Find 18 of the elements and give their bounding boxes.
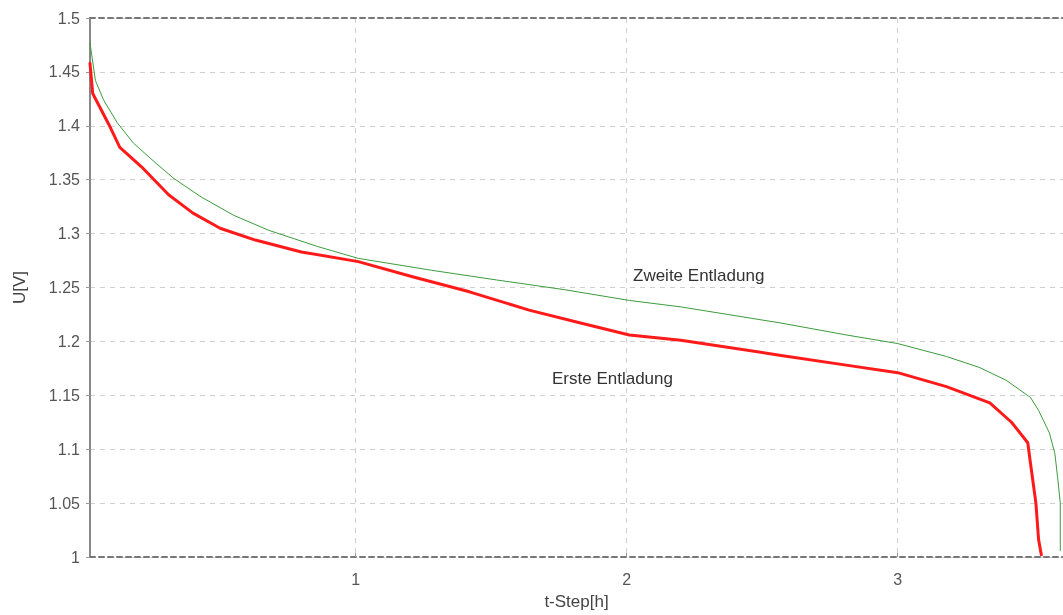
y-tick-label: 1.05 [48, 494, 81, 512]
y-tick-label: 1.1 [57, 440, 81, 458]
x-tick-label: 3 [893, 570, 903, 588]
series-label: Zweite Entladung [633, 265, 765, 285]
x-tick-label: 1 [351, 570, 361, 588]
y-tick-label: 1 [71, 548, 81, 566]
y-tick-label: 1.45 [48, 63, 81, 81]
y-axis-title: U[V] [10, 270, 29, 305]
y-tick-label: 1.4 [57, 117, 81, 135]
x-tick-label: 2 [622, 570, 632, 588]
y-tick-label: 1.3 [57, 225, 81, 243]
x-axis-title: t-Step[h] [544, 592, 609, 611]
y-tick-label: 1.5 [57, 9, 81, 27]
y-tick-label: 1.15 [48, 386, 81, 404]
y-tick-label: 1.25 [48, 279, 81, 296]
y-tick-label: 1.35 [48, 171, 81, 189]
series-label: Erste Entladung [552, 368, 673, 388]
y-tick-label: 1.2 [57, 332, 81, 350]
